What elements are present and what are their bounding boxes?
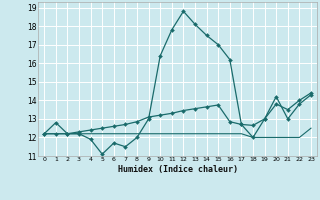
- X-axis label: Humidex (Indice chaleur): Humidex (Indice chaleur): [118, 165, 238, 174]
